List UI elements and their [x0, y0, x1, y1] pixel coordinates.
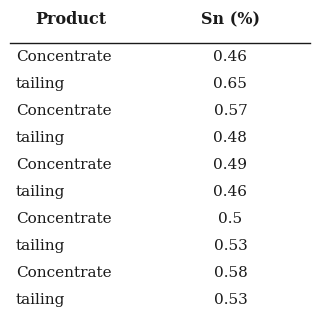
Text: tailing: tailing — [16, 131, 65, 145]
Text: tailing: tailing — [16, 293, 65, 307]
Text: Concentrate: Concentrate — [16, 104, 112, 118]
Text: Concentrate: Concentrate — [16, 212, 112, 226]
Text: 0.49: 0.49 — [213, 158, 247, 172]
Text: tailing: tailing — [16, 239, 65, 253]
Text: 0.53: 0.53 — [213, 239, 247, 253]
Text: Concentrate: Concentrate — [16, 158, 112, 172]
Text: Concentrate: Concentrate — [16, 266, 112, 280]
Text: Product: Product — [35, 11, 106, 28]
Text: Sn (%): Sn (%) — [201, 11, 260, 28]
Text: 0.48: 0.48 — [213, 131, 247, 145]
Text: Concentrate: Concentrate — [16, 50, 112, 64]
Text: tailing: tailing — [16, 77, 65, 91]
Text: 0.46: 0.46 — [213, 50, 247, 64]
Text: 0.57: 0.57 — [213, 104, 247, 118]
Text: 0.65: 0.65 — [213, 77, 247, 91]
Text: 0.53: 0.53 — [213, 293, 247, 307]
Text: 0.46: 0.46 — [213, 185, 247, 199]
Text: 0.5: 0.5 — [218, 212, 243, 226]
Text: tailing: tailing — [16, 185, 65, 199]
Text: 0.58: 0.58 — [213, 266, 247, 280]
